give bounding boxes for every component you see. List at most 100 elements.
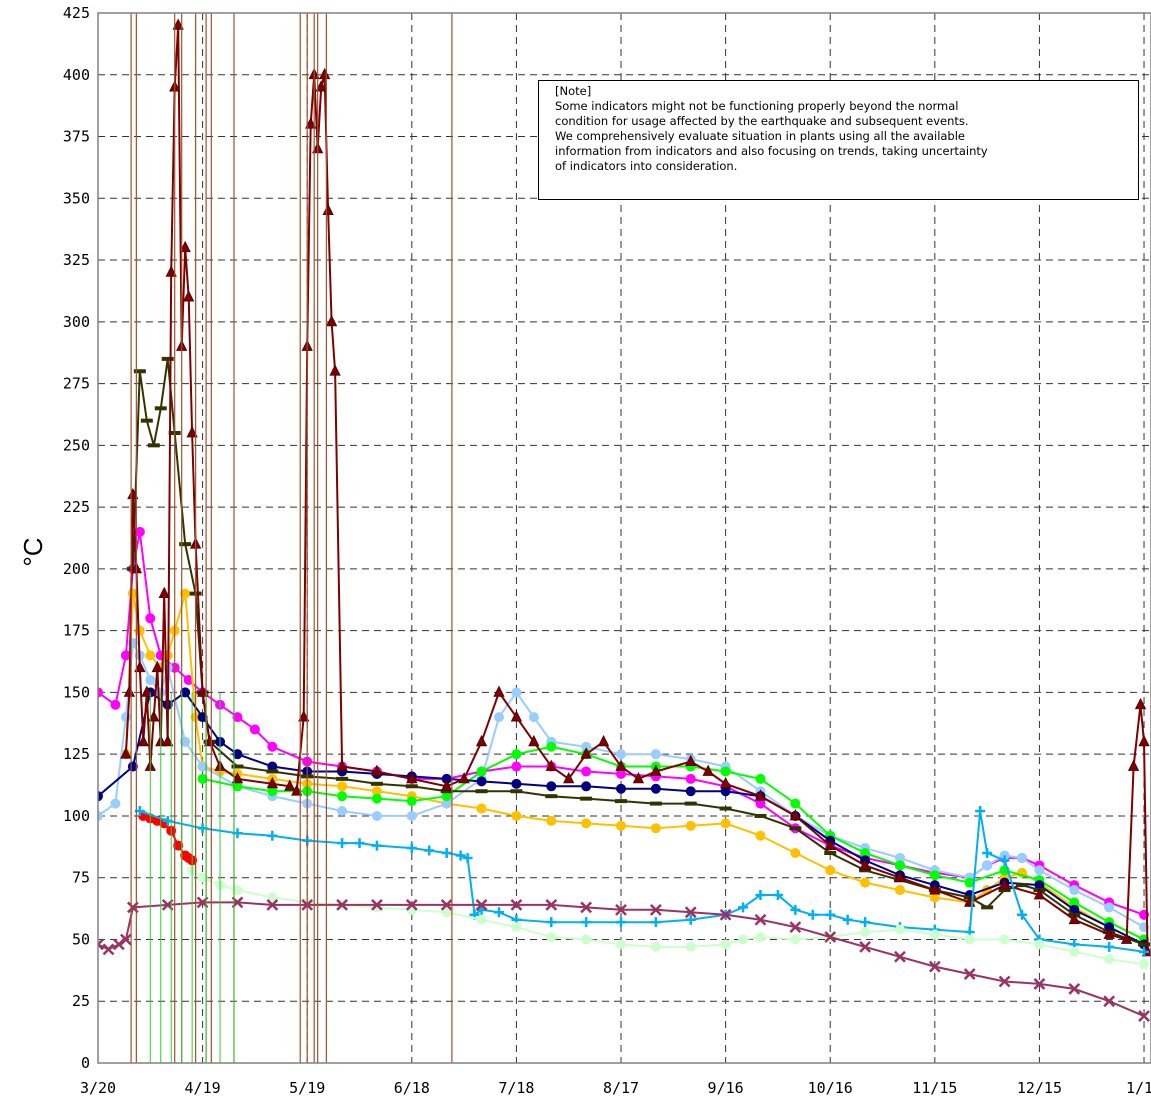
data-point: [441, 791, 452, 802]
data-point: [894, 870, 906, 883]
data-point: [405, 784, 418, 789]
data-point: [546, 781, 557, 792]
data-point: [337, 838, 348, 849]
data-point: [511, 761, 522, 772]
data-point: [789, 921, 802, 934]
data-point: [720, 818, 731, 829]
data-point: [581, 818, 592, 829]
data-point: [173, 840, 184, 851]
data-point: [546, 741, 557, 752]
data-point: [98, 938, 104, 951]
data-point: [685, 820, 696, 831]
data-point: [134, 660, 146, 673]
data-point: [249, 724, 260, 735]
data-point: [371, 786, 382, 797]
data-point: [581, 741, 592, 752]
data-point: [141, 685, 153, 697]
data-point: [546, 917, 557, 928]
y-tick-label: 300: [63, 313, 90, 331]
data-point: [511, 810, 522, 821]
data-point: [999, 934, 1010, 945]
data-point: [1103, 995, 1116, 1008]
x-tick-label: 12/15: [1017, 1079, 1062, 1097]
data-point: [528, 712, 539, 723]
data-point: [337, 781, 348, 792]
data-point: [685, 754, 697, 766]
data-point: [719, 776, 732, 789]
data-point: [127, 761, 138, 772]
data-point: [406, 796, 417, 807]
data-point: [755, 830, 766, 841]
data-point: [860, 848, 871, 858]
y-tick-label: 250: [63, 436, 90, 454]
data-point: [1134, 697, 1147, 710]
data-point: [929, 929, 940, 940]
data-point: [929, 892, 940, 903]
data-point: [719, 908, 732, 921]
data-point: [98, 791, 103, 802]
data-point: [1016, 909, 1027, 920]
data-point: [98, 687, 103, 698]
data-point: [999, 855, 1010, 866]
data-point: [336, 776, 349, 781]
data-point: [493, 712, 504, 723]
x-tick-label: 8/17: [603, 1079, 639, 1097]
data-point: [371, 898, 383, 911]
data-point: [493, 907, 504, 918]
data-point: [738, 902, 749, 913]
data-point: [318, 67, 331, 80]
data-point: [545, 898, 558, 911]
data-point: [476, 766, 487, 777]
data-point: [720, 786, 731, 797]
data-point: [581, 781, 592, 792]
data-point: [266, 769, 279, 774]
y-tick-label: 75: [72, 869, 90, 887]
data-point: [859, 868, 872, 873]
data-point: [325, 314, 338, 327]
y-tick-label: 200: [63, 560, 90, 578]
data-point: [1139, 946, 1150, 957]
note-title: [Note]: [555, 84, 592, 98]
data-point: [134, 625, 145, 636]
x-tick-label: 9/16: [708, 1079, 744, 1097]
data-point: [1138, 734, 1150, 747]
data-point: [1127, 759, 1140, 771]
data-point: [528, 734, 540, 747]
x-tick-label: 3/20: [80, 1079, 116, 1097]
data-point: [441, 773, 452, 784]
data-point: [161, 356, 174, 361]
data-point: [329, 364, 341, 376]
data-point: [511, 778, 522, 789]
data-point: [298, 710, 310, 722]
data-point: [337, 791, 348, 802]
data-point: [510, 898, 523, 911]
data-point: [406, 810, 417, 821]
data-point: [511, 922, 522, 933]
data-point: [616, 768, 627, 779]
data-point: [702, 764, 714, 776]
data-point: [650, 823, 661, 834]
data-point: [180, 687, 191, 698]
y-tick-label: 425: [63, 4, 90, 22]
data-point: [183, 675, 194, 686]
data-point: [102, 943, 115, 956]
data-point: [322, 203, 334, 216]
data-point: [267, 741, 278, 752]
data-point: [232, 749, 243, 760]
data-point: [158, 586, 170, 598]
data-point: [147, 443, 160, 448]
data-point: [476, 914, 487, 925]
data-point: [162, 734, 174, 747]
x-tick-label: 7/18: [498, 1079, 534, 1097]
data-point: [231, 764, 244, 769]
data-point: [371, 793, 382, 804]
data-point: [267, 892, 278, 903]
data-point: [546, 815, 557, 826]
data-point: [1033, 978, 1046, 990]
series-line: [131, 358, 1145, 946]
data-point: [982, 860, 993, 871]
data-point: [267, 761, 278, 772]
note-box: [Note] Some indicators might not be func…: [538, 80, 1139, 200]
data-point: [370, 781, 383, 786]
data-point: [894, 885, 905, 896]
